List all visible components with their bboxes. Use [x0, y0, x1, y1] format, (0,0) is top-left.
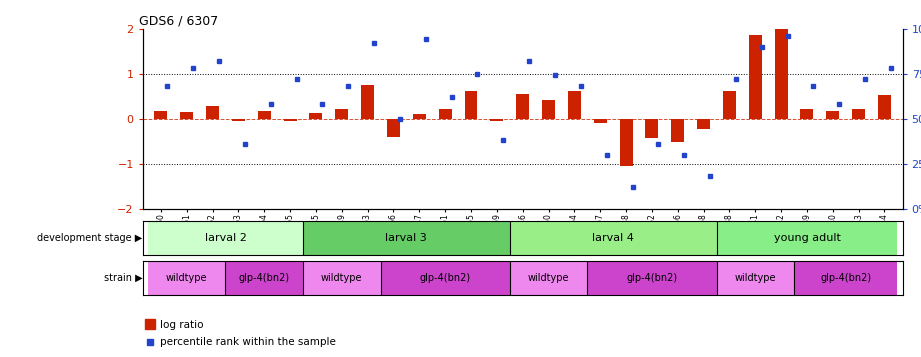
Text: GDS6 / 6307: GDS6 / 6307 [139, 14, 218, 27]
Bar [878, 95, 891, 119]
Bar [181, 112, 193, 119]
Text: larval 3: larval 3 [386, 233, 427, 243]
Text: wildtype: wildtype [166, 272, 207, 283]
Bar [361, 85, 374, 119]
Text: glp-4(bn2): glp-4(bn2) [420, 272, 471, 283]
Bar [335, 109, 348, 119]
Bar [232, 119, 245, 121]
Bar [309, 113, 322, 119]
Text: larval 2: larval 2 [204, 233, 247, 243]
Bar [258, 111, 271, 119]
Text: glp-4(bn2): glp-4(bn2) [239, 272, 290, 283]
Text: glp-4(bn2): glp-4(bn2) [821, 272, 871, 283]
Bar [594, 119, 607, 123]
Bar [284, 119, 297, 121]
Text: wildtype: wildtype [735, 272, 776, 283]
Bar [775, 29, 787, 119]
Text: log ratio: log ratio [160, 320, 204, 330]
Bar [852, 109, 865, 119]
Bar [620, 119, 633, 166]
Bar [464, 91, 477, 119]
Bar [749, 35, 762, 119]
Bar [646, 119, 659, 138]
Bar [490, 119, 503, 121]
Text: wildtype: wildtype [321, 272, 363, 283]
Bar [413, 114, 426, 119]
Bar [146, 319, 155, 329]
Bar [387, 119, 400, 137]
Text: young adult: young adult [774, 233, 840, 243]
Text: wildtype: wildtype [528, 272, 569, 283]
Bar [155, 111, 168, 119]
Bar [697, 119, 710, 129]
Text: strain ▶: strain ▶ [104, 272, 142, 283]
Text: percentile rank within the sample: percentile rank within the sample [160, 337, 336, 347]
Bar [542, 100, 555, 119]
Bar [568, 91, 581, 119]
Bar [516, 94, 530, 119]
Bar [438, 109, 451, 119]
Bar [826, 111, 839, 119]
Bar [206, 106, 219, 119]
Bar [671, 119, 684, 142]
Text: glp-4(bn2): glp-4(bn2) [626, 272, 678, 283]
Bar [800, 109, 813, 119]
Bar [723, 91, 736, 119]
Text: larval 4: larval 4 [592, 233, 634, 243]
Text: development stage ▶: development stage ▶ [37, 233, 142, 243]
